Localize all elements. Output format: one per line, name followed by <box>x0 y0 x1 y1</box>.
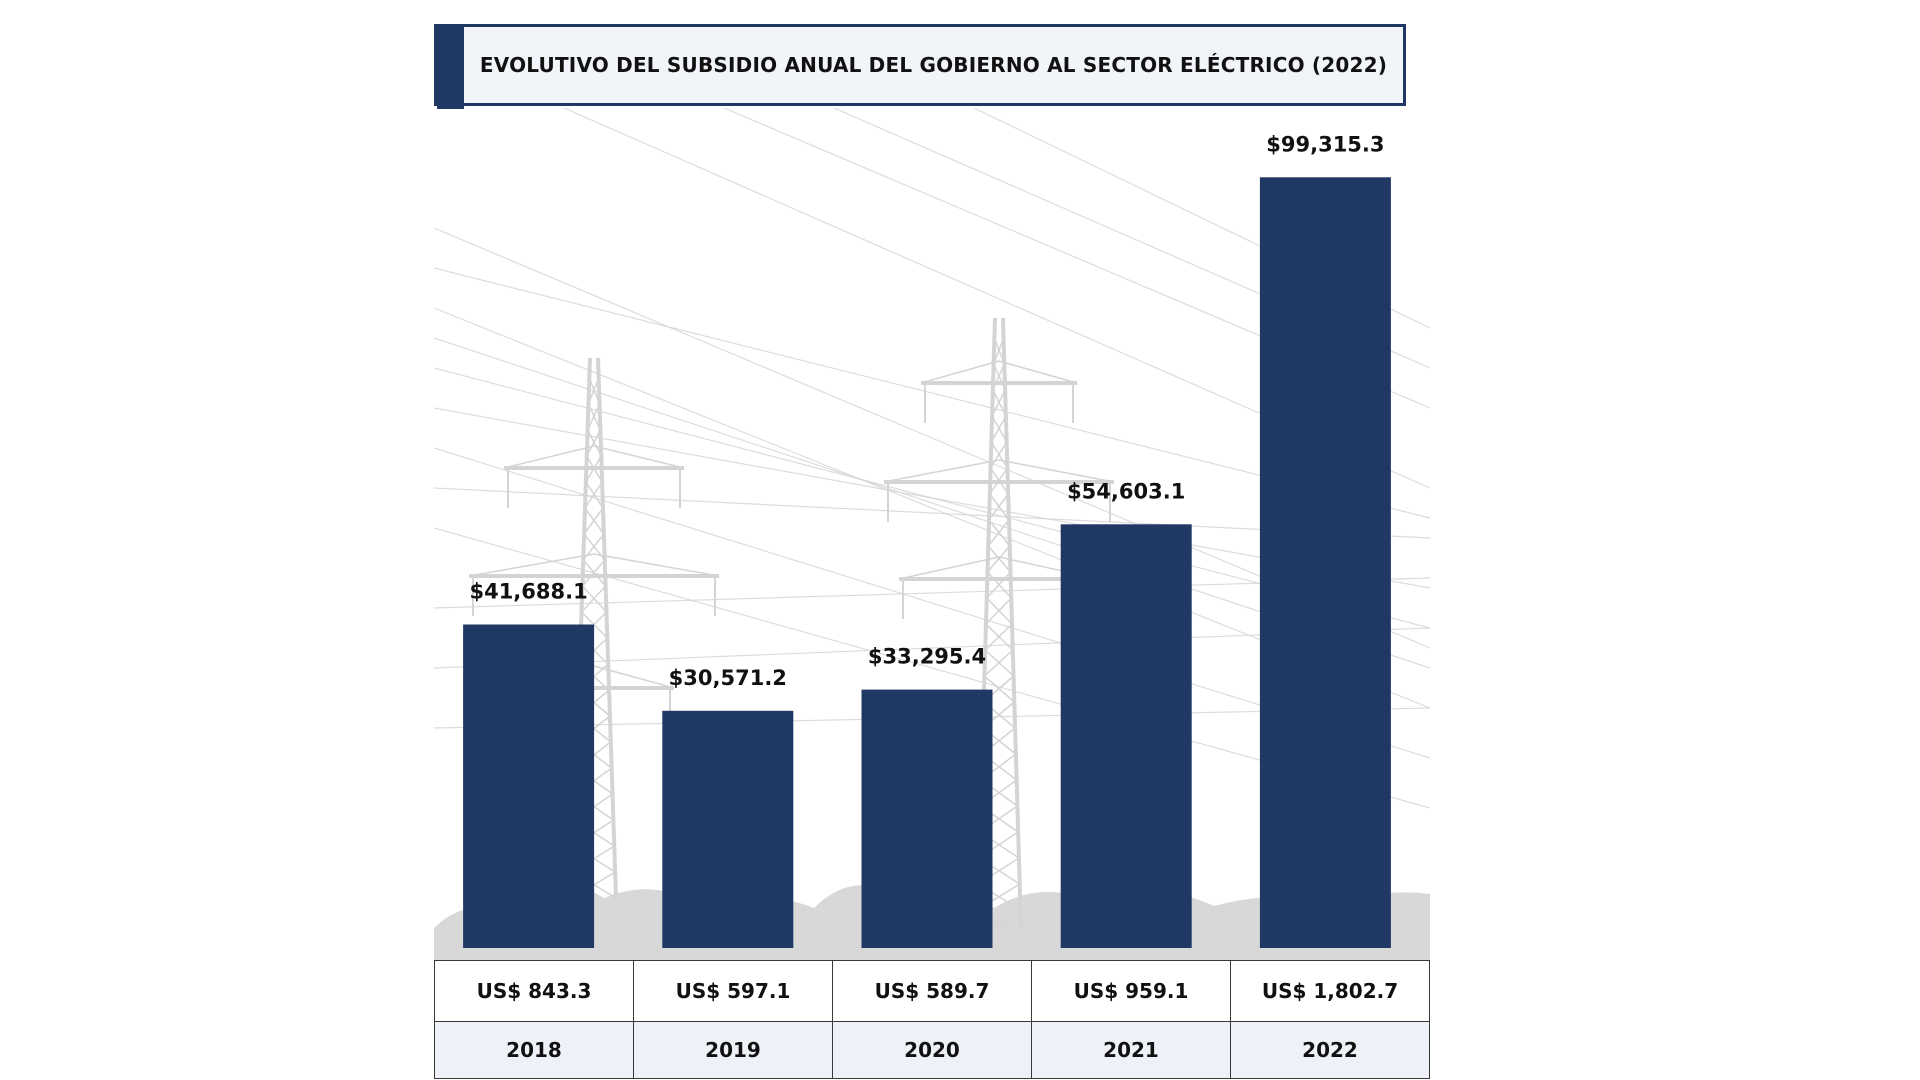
plot-area: $41,688.1 $30,571.2 $33,295.4 $54,603.1 $99,… <box>434 108 1430 960</box>
value-label-2019: $30,571.2 <box>669 666 787 690</box>
usd-cell-2021: US$ 959.1 <box>1031 960 1231 1022</box>
chart-title: EVOLUTIVO DEL SUBSIDIO ANUAL DEL GOBIERN… <box>479 53 1388 77</box>
value-label-2021: $54,603.1 <box>1067 479 1185 503</box>
value-label-2020: $33,295.4 <box>868 645 986 669</box>
usd-row: US$ 843.3 US$ 597.1 US$ 589.7 US$ 959.1 … <box>434 960 1430 1022</box>
year-cell-2020: 2020 <box>832 1021 1032 1079</box>
bar-2020 <box>861 689 993 948</box>
usd-cell-2018: US$ 843.3 <box>434 960 634 1022</box>
bars-layer <box>463 177 1391 949</box>
value-labels-layer: $41,688.1 $30,571.2 $33,295.4 $54,603.1 $99,… <box>469 132 1384 690</box>
summary-table: US$ 843.3 US$ 597.1 US$ 589.7 US$ 959.1 … <box>434 960 1430 1079</box>
year-row: 2018 2019 2020 2021 2022 <box>434 1021 1430 1079</box>
chart-figure: EVOLUTIVO DEL SUBSIDIO ANUAL DEL GOBIERN… <box>434 24 1430 1079</box>
bar-2018 <box>463 624 595 948</box>
usd-cell-2019: US$ 597.1 <box>633 960 833 1022</box>
year-cell-2021: 2021 <box>1031 1021 1231 1079</box>
year-cell-2018: 2018 <box>434 1021 634 1079</box>
usd-cell-2020: US$ 589.7 <box>832 960 1032 1022</box>
year-cell-2019: 2019 <box>633 1021 833 1079</box>
bar-2022 <box>1259 177 1391 949</box>
value-label-2018: $41,688.1 <box>469 580 587 604</box>
usd-cell-2022: US$ 1,802.7 <box>1230 960 1430 1022</box>
bar-2019 <box>662 710 794 948</box>
value-label-2022: $99,315.3 <box>1266 132 1384 156</box>
title-accent-bar <box>437 27 464 109</box>
title-box: EVOLUTIVO DEL SUBSIDIO ANUAL DEL GOBIERN… <box>434 24 1406 109</box>
year-cell-2022: 2022 <box>1230 1021 1430 1079</box>
bar-2021 <box>1060 524 1192 948</box>
bar-chart-svg: $41,688.1 $30,571.2 $33,295.4 $54,603.1 $99,… <box>434 108 1430 960</box>
